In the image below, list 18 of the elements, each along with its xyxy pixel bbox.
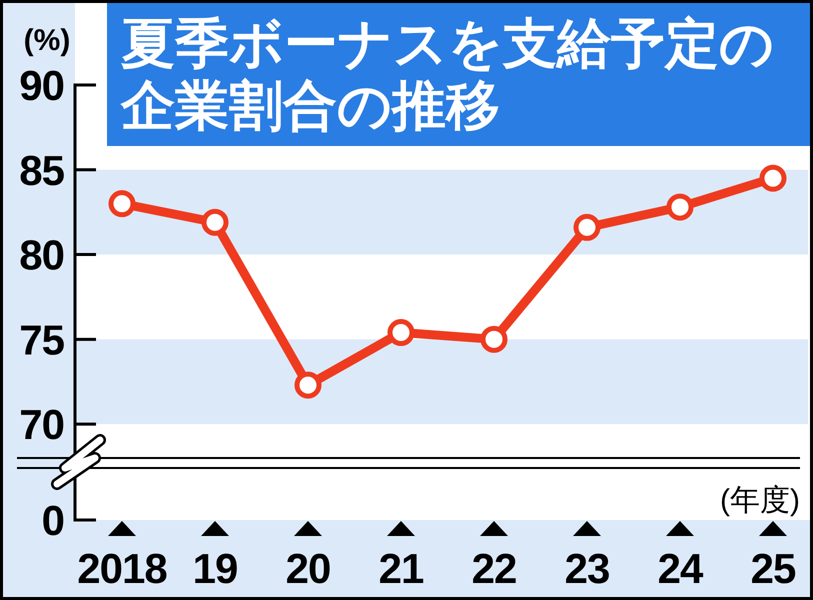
y-tick-label: 70	[19, 401, 64, 448]
x-tick-label: 25	[750, 545, 796, 592]
chart-title: 夏季ボーナスを支給予定の企業割合の推移	[120, 12, 774, 137]
y-tick-label: 85	[19, 146, 65, 194]
x-tick-label: 24	[658, 545, 704, 592]
x-tick-label: 21	[378, 545, 424, 592]
x-tick-label: 19	[192, 545, 238, 592]
x-tick-label: 23	[564, 545, 610, 592]
x-tick-label: 2018	[77, 545, 168, 592]
x-axis-title: (年度)	[720, 484, 800, 517]
y-tick-label: 90	[19, 62, 64, 109]
y-tick-label: 75	[19, 316, 65, 364]
title-box: 夏季ボーナスを支給予定の企業割合の推移	[107, 3, 811, 146]
annotations: 0	[42, 497, 64, 544]
x-tick-label: 22	[472, 545, 516, 592]
y-axis-title: (%)	[24, 24, 70, 57]
x-tick-label: 20	[286, 545, 330, 592]
y-tick-label: 80	[19, 232, 64, 279]
